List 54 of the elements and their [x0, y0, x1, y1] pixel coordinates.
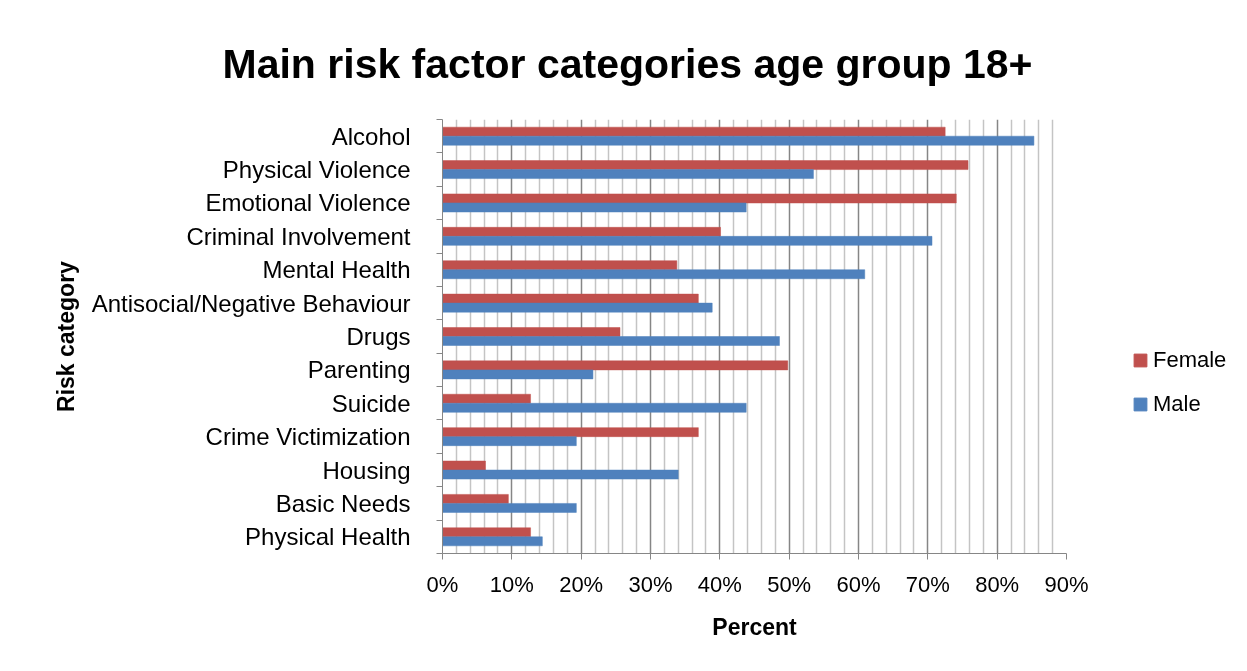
bar — [442, 269, 865, 279]
chart-title: Main risk factor categories age group 18+ — [222, 41, 1033, 87]
y-tick-label: Criminal Involvement — [186, 222, 411, 250]
bar — [442, 527, 531, 538]
bar — [442, 427, 699, 437]
bar — [442, 494, 509, 504]
y-tick-label: Basic Needs — [275, 489, 411, 517]
bar — [442, 327, 621, 337]
y-tick-label: Mental Health — [262, 256, 411, 284]
legend-label: Female — [1153, 347, 1227, 373]
x-tick-label: 60% — [836, 571, 881, 597]
x-axis-title: Percent — [712, 613, 798, 640]
bar — [442, 302, 713, 313]
bar — [442, 160, 969, 170]
bar — [442, 536, 543, 547]
bar — [442, 394, 531, 404]
bar — [442, 293, 699, 304]
y-tick-label: Physical Health — [245, 523, 411, 551]
bar — [442, 336, 780, 346]
x-tick-label: 10% — [489, 571, 534, 597]
bar — [442, 126, 946, 137]
bar — [442, 503, 577, 513]
x-tick-label: 20% — [559, 571, 604, 597]
x-tick-label: 30% — [628, 571, 673, 597]
bar — [442, 469, 679, 480]
y-tick-label: Drugs — [346, 323, 411, 350]
bar — [442, 227, 721, 237]
x-tick-label: 0% — [426, 571, 459, 597]
legend-label: Male — [1153, 391, 1201, 417]
y-tick-label: Antisocial/Negative Behaviour — [91, 289, 411, 317]
y-tick-label: Housing — [322, 456, 411, 484]
bar — [442, 193, 957, 204]
x-tick-label: 50% — [767, 571, 812, 597]
y-tick-label: Parenting — [307, 356, 411, 384]
y-tick-label: Physical Violence — [222, 156, 411, 184]
bar — [442, 403, 747, 413]
y-tick-label: Suicide — [331, 389, 411, 417]
bar — [442, 135, 1035, 146]
bar — [442, 436, 577, 446]
y-tick-label: Crime Victimization — [205, 423, 411, 451]
y-tick-label: Alcohol — [331, 122, 411, 150]
y-tick-label: Emotional Violence — [205, 189, 411, 217]
y-axis-title: Risk category — [52, 260, 79, 412]
bar — [442, 202, 747, 213]
bar — [442, 460, 486, 471]
bar — [442, 369, 594, 380]
x-tick-label: 80% — [975, 571, 1020, 597]
bar — [442, 260, 678, 270]
bar — [442, 169, 814, 179]
bar — [442, 360, 789, 371]
x-tick-label: 90% — [1044, 571, 1089, 597]
x-tick-label: 40% — [697, 571, 742, 597]
x-tick-label: 70% — [905, 571, 950, 597]
bar — [442, 236, 933, 246]
